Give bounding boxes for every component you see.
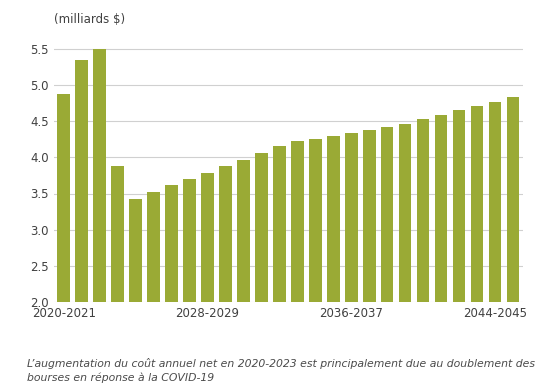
Bar bbox=[58, 94, 70, 387]
Text: (milliards $): (milliards $) bbox=[54, 12, 125, 26]
Bar bbox=[399, 124, 411, 387]
Bar bbox=[129, 199, 142, 387]
Bar bbox=[255, 153, 268, 387]
Bar bbox=[93, 49, 106, 387]
Bar bbox=[273, 146, 286, 387]
Bar bbox=[417, 119, 430, 387]
Text: L’augmentation du coût annuel net en 2020-2023 est principalement due au doublem: L’augmentation du coût annuel net en 202… bbox=[27, 358, 535, 383]
Bar bbox=[363, 130, 376, 387]
Bar bbox=[219, 166, 232, 387]
Bar bbox=[453, 110, 465, 387]
Bar bbox=[147, 192, 160, 387]
Bar bbox=[345, 133, 357, 387]
Bar bbox=[75, 60, 88, 387]
Bar bbox=[112, 166, 124, 387]
Bar bbox=[291, 142, 303, 387]
Bar bbox=[183, 179, 196, 387]
Bar bbox=[165, 185, 178, 387]
Bar bbox=[309, 139, 322, 387]
Bar bbox=[471, 106, 483, 387]
Bar bbox=[435, 115, 447, 387]
Bar bbox=[327, 136, 340, 387]
Bar bbox=[201, 173, 214, 387]
Bar bbox=[237, 159, 250, 387]
Bar bbox=[381, 127, 393, 387]
Bar bbox=[507, 97, 519, 387]
Bar bbox=[489, 103, 501, 387]
